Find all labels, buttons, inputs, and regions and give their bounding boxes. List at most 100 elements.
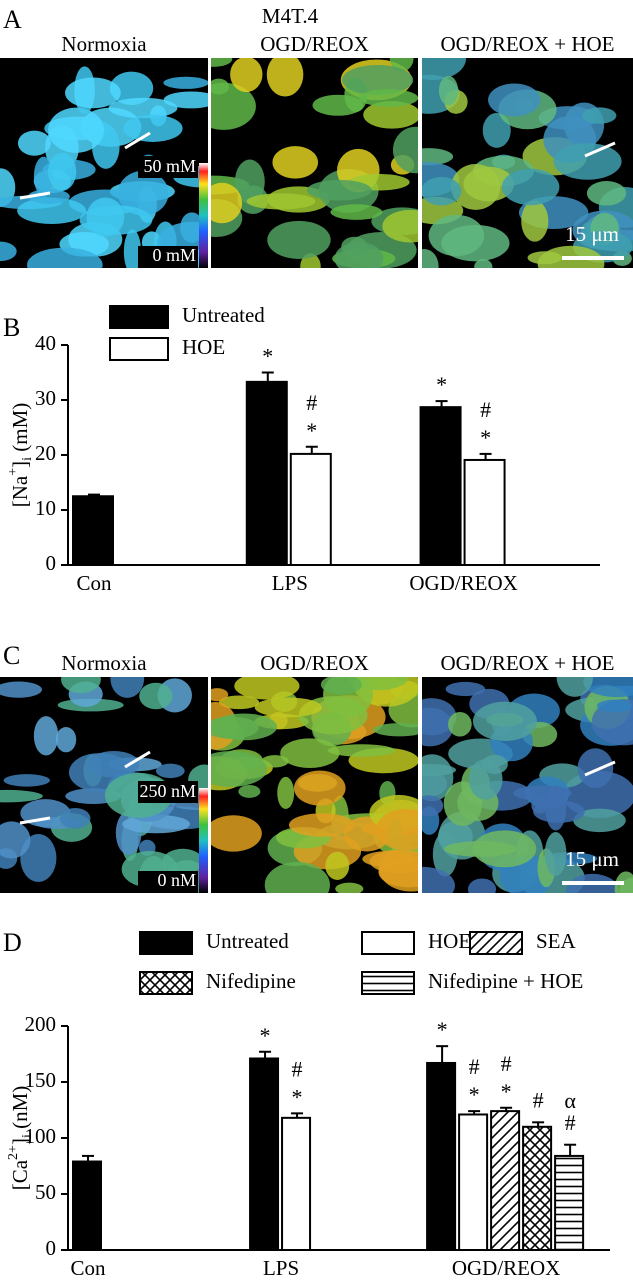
y-tick-label: 40: [35, 331, 56, 355]
micrograph: [422, 58, 633, 268]
cell: [260, 755, 289, 768]
cell: [238, 785, 261, 798]
cell: [211, 713, 278, 741]
cell: [359, 89, 418, 107]
legend-label: Nifedipine: [206, 969, 296, 993]
cell: [432, 831, 458, 877]
image-label: OGD/REOX + HOE: [441, 651, 615, 675]
scale-label-bg: [138, 871, 198, 893]
legend-swatch: [109, 305, 169, 329]
cell: [334, 241, 384, 268]
figure-title: M4T.4: [262, 4, 319, 28]
y-axis-label-part: (nM): [8, 1086, 32, 1134]
y-axis-label-part: 2+: [6, 1145, 21, 1160]
arrow: [124, 750, 151, 769]
cell: [86, 197, 125, 237]
x-tick-label: OGD/REOX: [452, 1256, 561, 1280]
scale-label-bg: [138, 156, 198, 178]
significance-marker: #: [306, 390, 317, 415]
cell: [422, 866, 455, 893]
legend-label: SEA: [536, 929, 577, 953]
cell: [280, 738, 340, 769]
bar: [72, 1160, 102, 1252]
cell: [312, 94, 364, 116]
y-tick-label: 100: [25, 1124, 57, 1148]
y-axis-label: [Ca2+]i (nM): [6, 1086, 35, 1191]
cell: [218, 695, 260, 710]
significance-marker: *: [436, 372, 447, 397]
cell: [139, 682, 173, 710]
cell: [335, 882, 364, 893]
image-label: OGD/REOX: [260, 651, 369, 675]
cell: [501, 168, 560, 206]
cell: [163, 76, 208, 89]
micrograph: [211, 677, 418, 893]
cell: [422, 763, 457, 777]
cell: [422, 249, 439, 268]
y-tick-label: 200: [25, 1012, 57, 1036]
y-tick-label: 10: [35, 496, 56, 520]
cell: [27, 247, 103, 268]
cell: [266, 58, 304, 97]
bar: [463, 458, 506, 567]
cell: [108, 97, 178, 119]
cell: [17, 130, 51, 156]
cell: [577, 748, 614, 788]
cell: [422, 148, 454, 166]
micrograph: [0, 58, 208, 268]
cell: [230, 58, 263, 93]
cell: [481, 754, 508, 774]
cell: [422, 707, 454, 747]
y-axis-label: [Na+]i (mM): [6, 403, 35, 508]
cell: [544, 832, 567, 876]
y-tick-label: 50: [35, 1180, 56, 1204]
y-axis-label-part: ]: [8, 1138, 32, 1145]
cell: [348, 677, 409, 691]
cell: [583, 677, 633, 698]
legend-swatch: [361, 931, 415, 955]
arrow: [124, 131, 151, 150]
cell: [163, 91, 208, 109]
legend-swatch: [469, 931, 523, 955]
cell: [0, 241, 17, 262]
cell: [438, 75, 459, 106]
cell: [55, 726, 77, 753]
cell: [445, 681, 486, 697]
cell: [376, 808, 418, 851]
image-label: Normoxia: [61, 651, 147, 675]
x-tick-label: OGD/REOX: [409, 571, 518, 595]
cell: [264, 861, 330, 893]
cell: [211, 82, 256, 130]
significance-marker: #: [501, 1051, 512, 1076]
cell: [0, 821, 31, 859]
cell: [373, 723, 418, 737]
bar: [522, 1125, 553, 1252]
bar: [490, 1110, 521, 1251]
legend-swatch: [139, 931, 193, 955]
cell: [327, 744, 396, 757]
scale-label-bg: [138, 246, 198, 268]
bar: [419, 406, 462, 566]
significance-marker: *: [306, 418, 317, 443]
cell: [33, 716, 59, 756]
bar: [281, 1116, 312, 1251]
cell: [556, 677, 593, 697]
cell: [545, 785, 567, 831]
legend-swatch: [139, 971, 193, 995]
y-axis-label-part: +: [6, 468, 21, 476]
cell: [382, 209, 418, 243]
significance-marker: #: [533, 1087, 544, 1112]
cell: [573, 808, 626, 833]
cell: [0, 681, 43, 698]
y-axis-label-part: i: [20, 1134, 35, 1138]
cell: [155, 763, 185, 779]
significance-marker: *: [480, 425, 491, 450]
cell: [521, 200, 549, 242]
cell: [211, 182, 243, 224]
significance-marker: *: [260, 1023, 271, 1048]
significance-marker: #: [292, 1056, 303, 1081]
y-axis-label-part: ]: [8, 461, 32, 468]
image-label: OGD/REOX + HOE: [441, 32, 615, 56]
image-label: Normoxia: [61, 32, 147, 56]
bar: [72, 495, 114, 566]
